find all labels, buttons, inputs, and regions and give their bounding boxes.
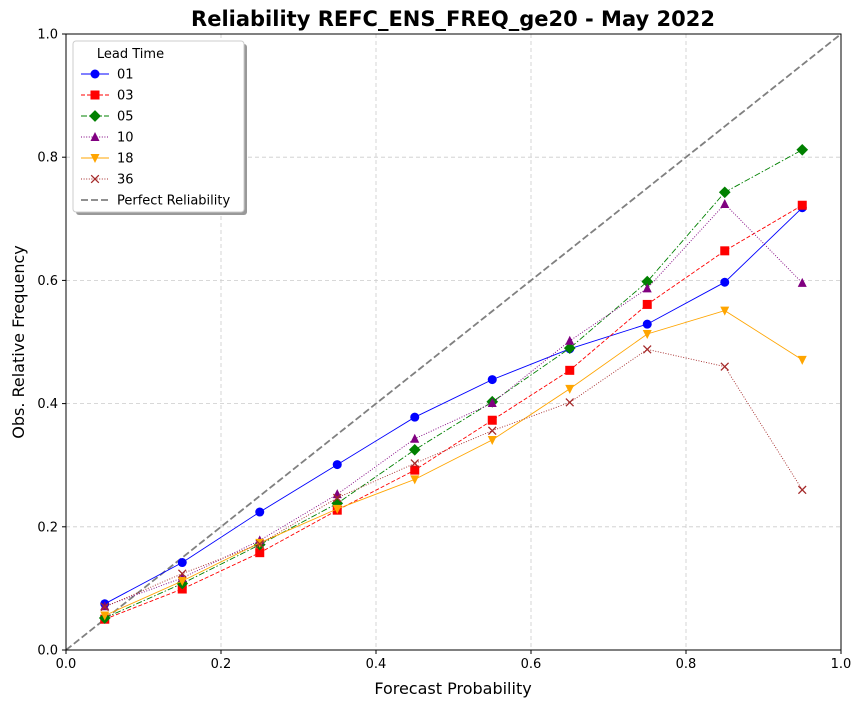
data-point-01 (720, 277, 730, 287)
legend-swatch-marker (90, 174, 100, 184)
y-tick-label: 0.2 (37, 520, 58, 535)
legend-swatch-marker (90, 69, 100, 79)
data-point-18 (720, 306, 730, 316)
data-point-01 (642, 319, 652, 329)
x-tick-label: 0.6 (521, 657, 542, 672)
legend-title: Lead Time (97, 47, 164, 62)
data-point-01 (177, 558, 187, 568)
legend-label: 05 (117, 110, 134, 125)
legend-entry-01: 01 (81, 68, 134, 83)
data-point-05 (641, 275, 654, 288)
legend-label: 36 (117, 173, 134, 188)
data-point-01 (332, 460, 342, 470)
data-point-36 (720, 362, 730, 371)
legend-label: 03 (117, 89, 134, 104)
data-point-05 (718, 186, 731, 199)
data-point-18 (642, 329, 652, 339)
data-point-05 (563, 342, 576, 355)
data-point-01 (255, 507, 265, 517)
legend-label: Perfect Reliability (117, 194, 230, 209)
series-line-05 (104, 149, 803, 619)
y-tick-label: 0.8 (37, 151, 58, 166)
data-point-18 (332, 504, 342, 514)
legend: Lead Time 01 03 05 10 18 36 Perfect Reliability (72, 40, 247, 215)
x-tick-label: 0.2 (211, 657, 232, 672)
data-point-03 (487, 415, 497, 425)
axis-ticks: 0.0 0.2 0.4 0.6 0.8 1.0 0.0 0.2 0.4 0.6 0.8 1.0 (37, 28, 851, 673)
data-point-10 (565, 335, 575, 345)
data-point-10 (410, 433, 420, 443)
data-point-10 (642, 283, 652, 293)
legend-entry-03: 03 (81, 89, 134, 104)
legend-swatch-marker (90, 90, 100, 100)
data-point-03 (565, 365, 575, 375)
x-axis-label: Forecast Probability (374, 679, 531, 698)
data-point-03 (642, 299, 652, 309)
legend-label: 18 (117, 152, 134, 167)
legend-swatch-marker (90, 132, 100, 141)
chart-title: Reliability REFC_ENS_FREQ_ge20 - May 202… (191, 7, 715, 31)
data-point-03 (720, 246, 730, 256)
perfect-reliability-line (65, 33, 842, 651)
data-point-18 (100, 611, 110, 621)
plot-frame (65, 33, 842, 651)
series-line-36 (104, 348, 803, 608)
legend-entry-36: 36 (81, 173, 134, 188)
legend-entry-05: 05 (81, 110, 134, 125)
data-point-05 (408, 443, 421, 456)
data-point-18 (565, 384, 575, 394)
y-tick-label: 0.0 (37, 644, 58, 659)
series-layer (98, 143, 809, 624)
y-tick-label: 0.4 (37, 397, 58, 412)
data-point-36 (332, 493, 342, 503)
data-point-03 (797, 200, 807, 210)
legend-entry-perfect: Perfect Reliability (81, 194, 230, 209)
data-point-10 (797, 277, 807, 287)
legend-box (72, 40, 245, 213)
series-line-03 (104, 204, 803, 620)
data-point-10 (100, 601, 110, 611)
legend-entry-10: 10 (81, 131, 134, 146)
data-point-01 (487, 375, 497, 385)
y-axis-label: Obs. Relative Frequency (9, 245, 28, 439)
data-point-36 (177, 569, 187, 578)
x-tick-label: 0.0 (56, 657, 77, 672)
data-point-36 (565, 398, 575, 407)
data-point-05 (796, 143, 809, 156)
y-tick-label: 1.0 (37, 28, 58, 43)
y-tick-label: 0.6 (37, 274, 58, 289)
legend-label: 10 (117, 131, 134, 146)
series-line-18 (104, 310, 803, 616)
data-point-18 (487, 435, 497, 445)
data-point-36 (642, 345, 652, 354)
data-point-10 (487, 397, 497, 407)
data-point-01 (410, 412, 420, 422)
data-point-18 (177, 577, 187, 587)
perfect-reliability-diagonal (65, 33, 842, 651)
series-36 (100, 345, 807, 612)
x-tick-label: 0.4 (366, 657, 387, 672)
x-tick-label: 1.0 (831, 657, 852, 672)
data-point-36 (410, 459, 420, 468)
data-point-36 (100, 602, 110, 612)
data-point-36 (255, 539, 265, 549)
data-point-03 (410, 465, 420, 475)
data-point-36 (797, 485, 807, 495)
x-tick-label: 0.8 (676, 657, 697, 672)
data-point-18 (797, 355, 807, 365)
data-point-03 (255, 548, 265, 558)
legend-swatch-marker (89, 110, 101, 122)
data-point-18 (410, 475, 420, 485)
legend-label: 01 (117, 68, 134, 83)
series-line-01 (104, 207, 803, 605)
data-point-36 (487, 426, 497, 435)
legend-entry-18: 18 (81, 152, 134, 167)
data-point-10 (720, 199, 730, 209)
legend-swatch-marker (90, 154, 100, 163)
